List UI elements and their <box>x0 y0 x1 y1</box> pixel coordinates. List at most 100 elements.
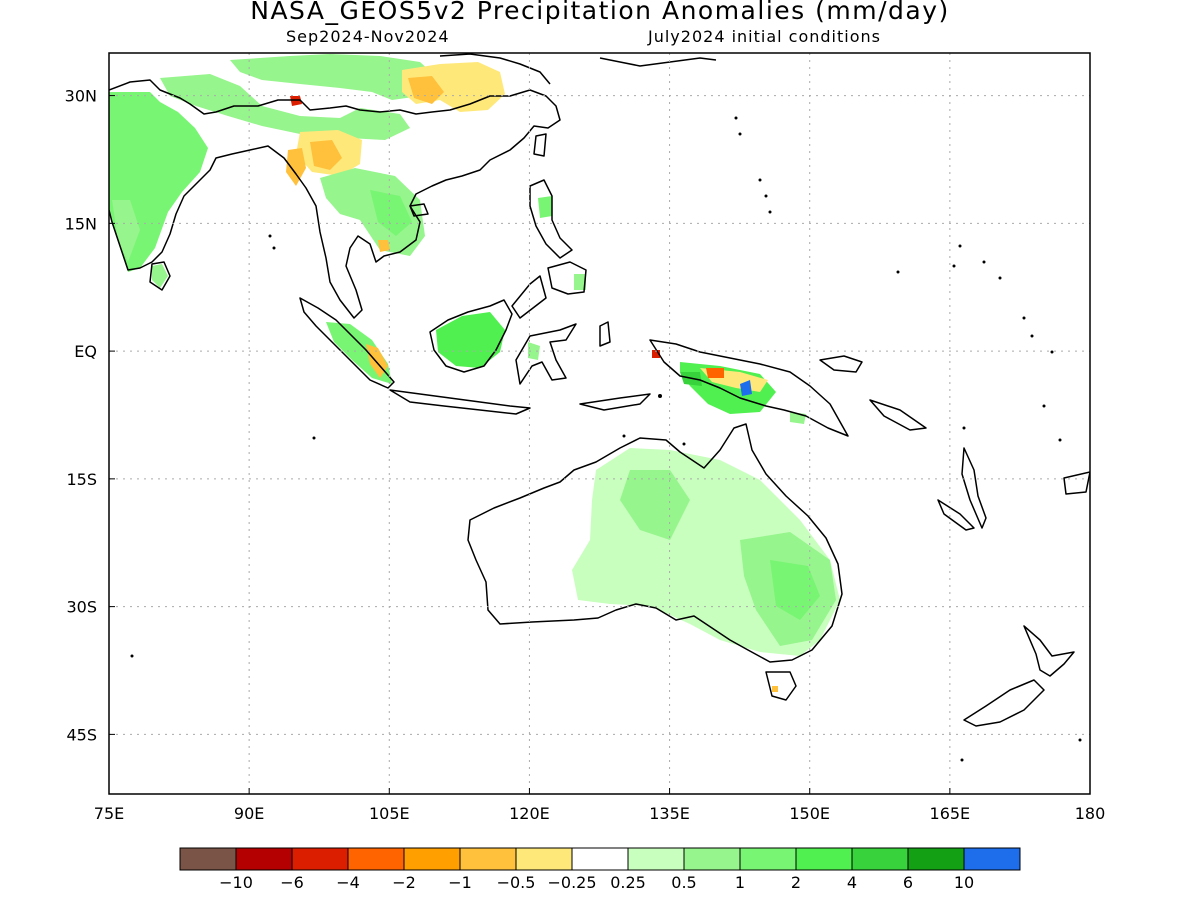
colorbar-label: −0.5 <box>497 873 536 892</box>
lat-tick-label: EQ <box>74 342 97 361</box>
coast-solomons <box>869 399 927 431</box>
coastlines <box>109 53 1090 727</box>
colorbar-label: −4 <box>336 873 360 892</box>
colorbar-label: 10 <box>954 873 974 892</box>
anomaly-china-orange <box>408 76 444 104</box>
colorbar-label: 0.25 <box>610 873 646 892</box>
coast-philippines-south <box>511 275 547 319</box>
anomaly-philippines-2 <box>574 274 586 290</box>
coast-china-north <box>439 53 551 85</box>
lon-tick-label: 90E <box>234 804 264 823</box>
coast-sumatra <box>299 297 395 389</box>
colorbar-label: 1 <box>735 873 745 892</box>
colorbar-swatch <box>291 847 349 871</box>
coast-timor <box>579 393 651 411</box>
anomaly-fields <box>109 54 840 692</box>
anomaly-ng-orange <box>706 368 724 378</box>
colorbar-label: 0.5 <box>671 873 696 892</box>
anomaly-borneo <box>436 312 505 368</box>
anomaly-ng-blue <box>740 380 752 396</box>
lat-tick-label: 30N <box>65 87 97 106</box>
colorbar-label: −0.25 <box>547 873 596 892</box>
initial-conditions: July2024 initial conditions <box>648 27 881 46</box>
colorbar-label: −2 <box>392 873 416 892</box>
lon-tick-label: 75E <box>94 804 124 823</box>
anomaly-philippines <box>538 196 552 218</box>
map-title: NASA_GEOS5v2 Precipitation Anomalies (mm… <box>250 0 950 25</box>
colorbar-swatch <box>683 847 741 871</box>
colorbar-label: 2 <box>791 873 801 892</box>
anomaly-red-spot <box>290 96 302 106</box>
lon-tick-label: 165E <box>930 804 971 823</box>
coast-sri-lanka <box>149 261 171 291</box>
coast-tasmania <box>765 671 797 701</box>
colorbar-swatch <box>179 847 237 871</box>
anomaly-china-orange-2 <box>310 140 342 170</box>
lat-tick-label: 15N <box>65 214 97 233</box>
anomaly-sulawesi <box>528 342 540 360</box>
coast-new-guinea <box>649 339 849 437</box>
colorbar-swatch <box>851 847 909 871</box>
anomaly-myanmar-orange <box>286 148 306 186</box>
map-frame <box>108 52 1091 795</box>
anomaly-india-light <box>112 200 140 262</box>
lon-tick-label: 105E <box>369 804 410 823</box>
coast-sulawesi <box>515 323 577 385</box>
anomaly-ng-green-dark <box>680 372 702 386</box>
colorbar-swatch <box>963 847 1021 871</box>
colorbar-label: −6 <box>280 873 304 892</box>
colorbar-swatch <box>571 847 629 871</box>
colorbar-swatch <box>627 847 685 871</box>
colorbar-swatch <box>739 847 797 871</box>
lon-tick-label: 135E <box>649 804 690 823</box>
coast-vanuatu <box>961 447 987 529</box>
colorbar-swatch <box>403 847 461 871</box>
coast-philippines-mindanao <box>547 261 587 295</box>
coast-asia-mainland <box>109 79 561 319</box>
coast-new-caledonia <box>937 499 975 531</box>
coast-hainan <box>409 203 429 217</box>
coast-java <box>389 389 531 415</box>
coast-taiwan <box>533 133 547 157</box>
anomaly-indochina-orange <box>378 240 390 252</box>
lon-tick-label: 180 <box>1075 804 1106 823</box>
colorbar: −10 −6 −4 −2 −1 −0.5 −0.25 0.25 0.5 1 2 4 6 10 <box>179 847 1021 892</box>
forecast-period: Sep2024-Nov2024 <box>286 27 450 46</box>
coast-halmahera <box>599 321 611 347</box>
colorbar-swatch <box>235 847 293 871</box>
small-islands <box>130 116 1082 762</box>
coast-nz-south <box>963 679 1045 727</box>
anomaly-tibet-belt <box>160 74 410 140</box>
anomaly-indochina <box>320 168 425 256</box>
latitude-ticks: 30N 15N EQ 15S 30S 45S <box>65 87 115 744</box>
colorbar-label: 6 <box>903 873 913 892</box>
colorbar-swatch <box>907 847 965 871</box>
colorbar-swatch <box>515 847 573 871</box>
colorbar-swatch <box>347 847 405 871</box>
coast-borneo <box>429 299 513 373</box>
coast-australia <box>467 423 843 663</box>
anomaly-srilanka <box>152 264 168 288</box>
graticule <box>109 53 1090 794</box>
lat-tick-label: 15S <box>66 470 97 489</box>
coast-new-britain <box>819 355 863 373</box>
anomaly-australia-green <box>620 470 690 540</box>
coast-fiji <box>1063 471 1090 495</box>
colorbar-label: 4 <box>847 873 857 892</box>
anomaly-tasmania <box>772 686 778 692</box>
colorbar-label: −10 <box>219 873 253 892</box>
lon-tick-label: 120E <box>509 804 550 823</box>
lon-tick-label: 150E <box>789 804 830 823</box>
colorbar-label: −1 <box>448 873 472 892</box>
coast-nz-north <box>1023 625 1075 677</box>
colorbar-swatch <box>459 847 517 871</box>
lat-tick-label: 30S <box>66 598 97 617</box>
anomaly-australia-east-dark <box>770 560 820 620</box>
lat-tick-label: 45S <box>66 725 97 744</box>
coast-japan <box>599 57 717 67</box>
longitude-ticks: 75E 90E 105E 120E 135E 150E 165E 180 <box>94 788 1106 823</box>
anomaly-indochina-dark <box>370 190 412 236</box>
colorbar-swatch <box>795 847 853 871</box>
anomaly-north-china <box>230 54 440 100</box>
